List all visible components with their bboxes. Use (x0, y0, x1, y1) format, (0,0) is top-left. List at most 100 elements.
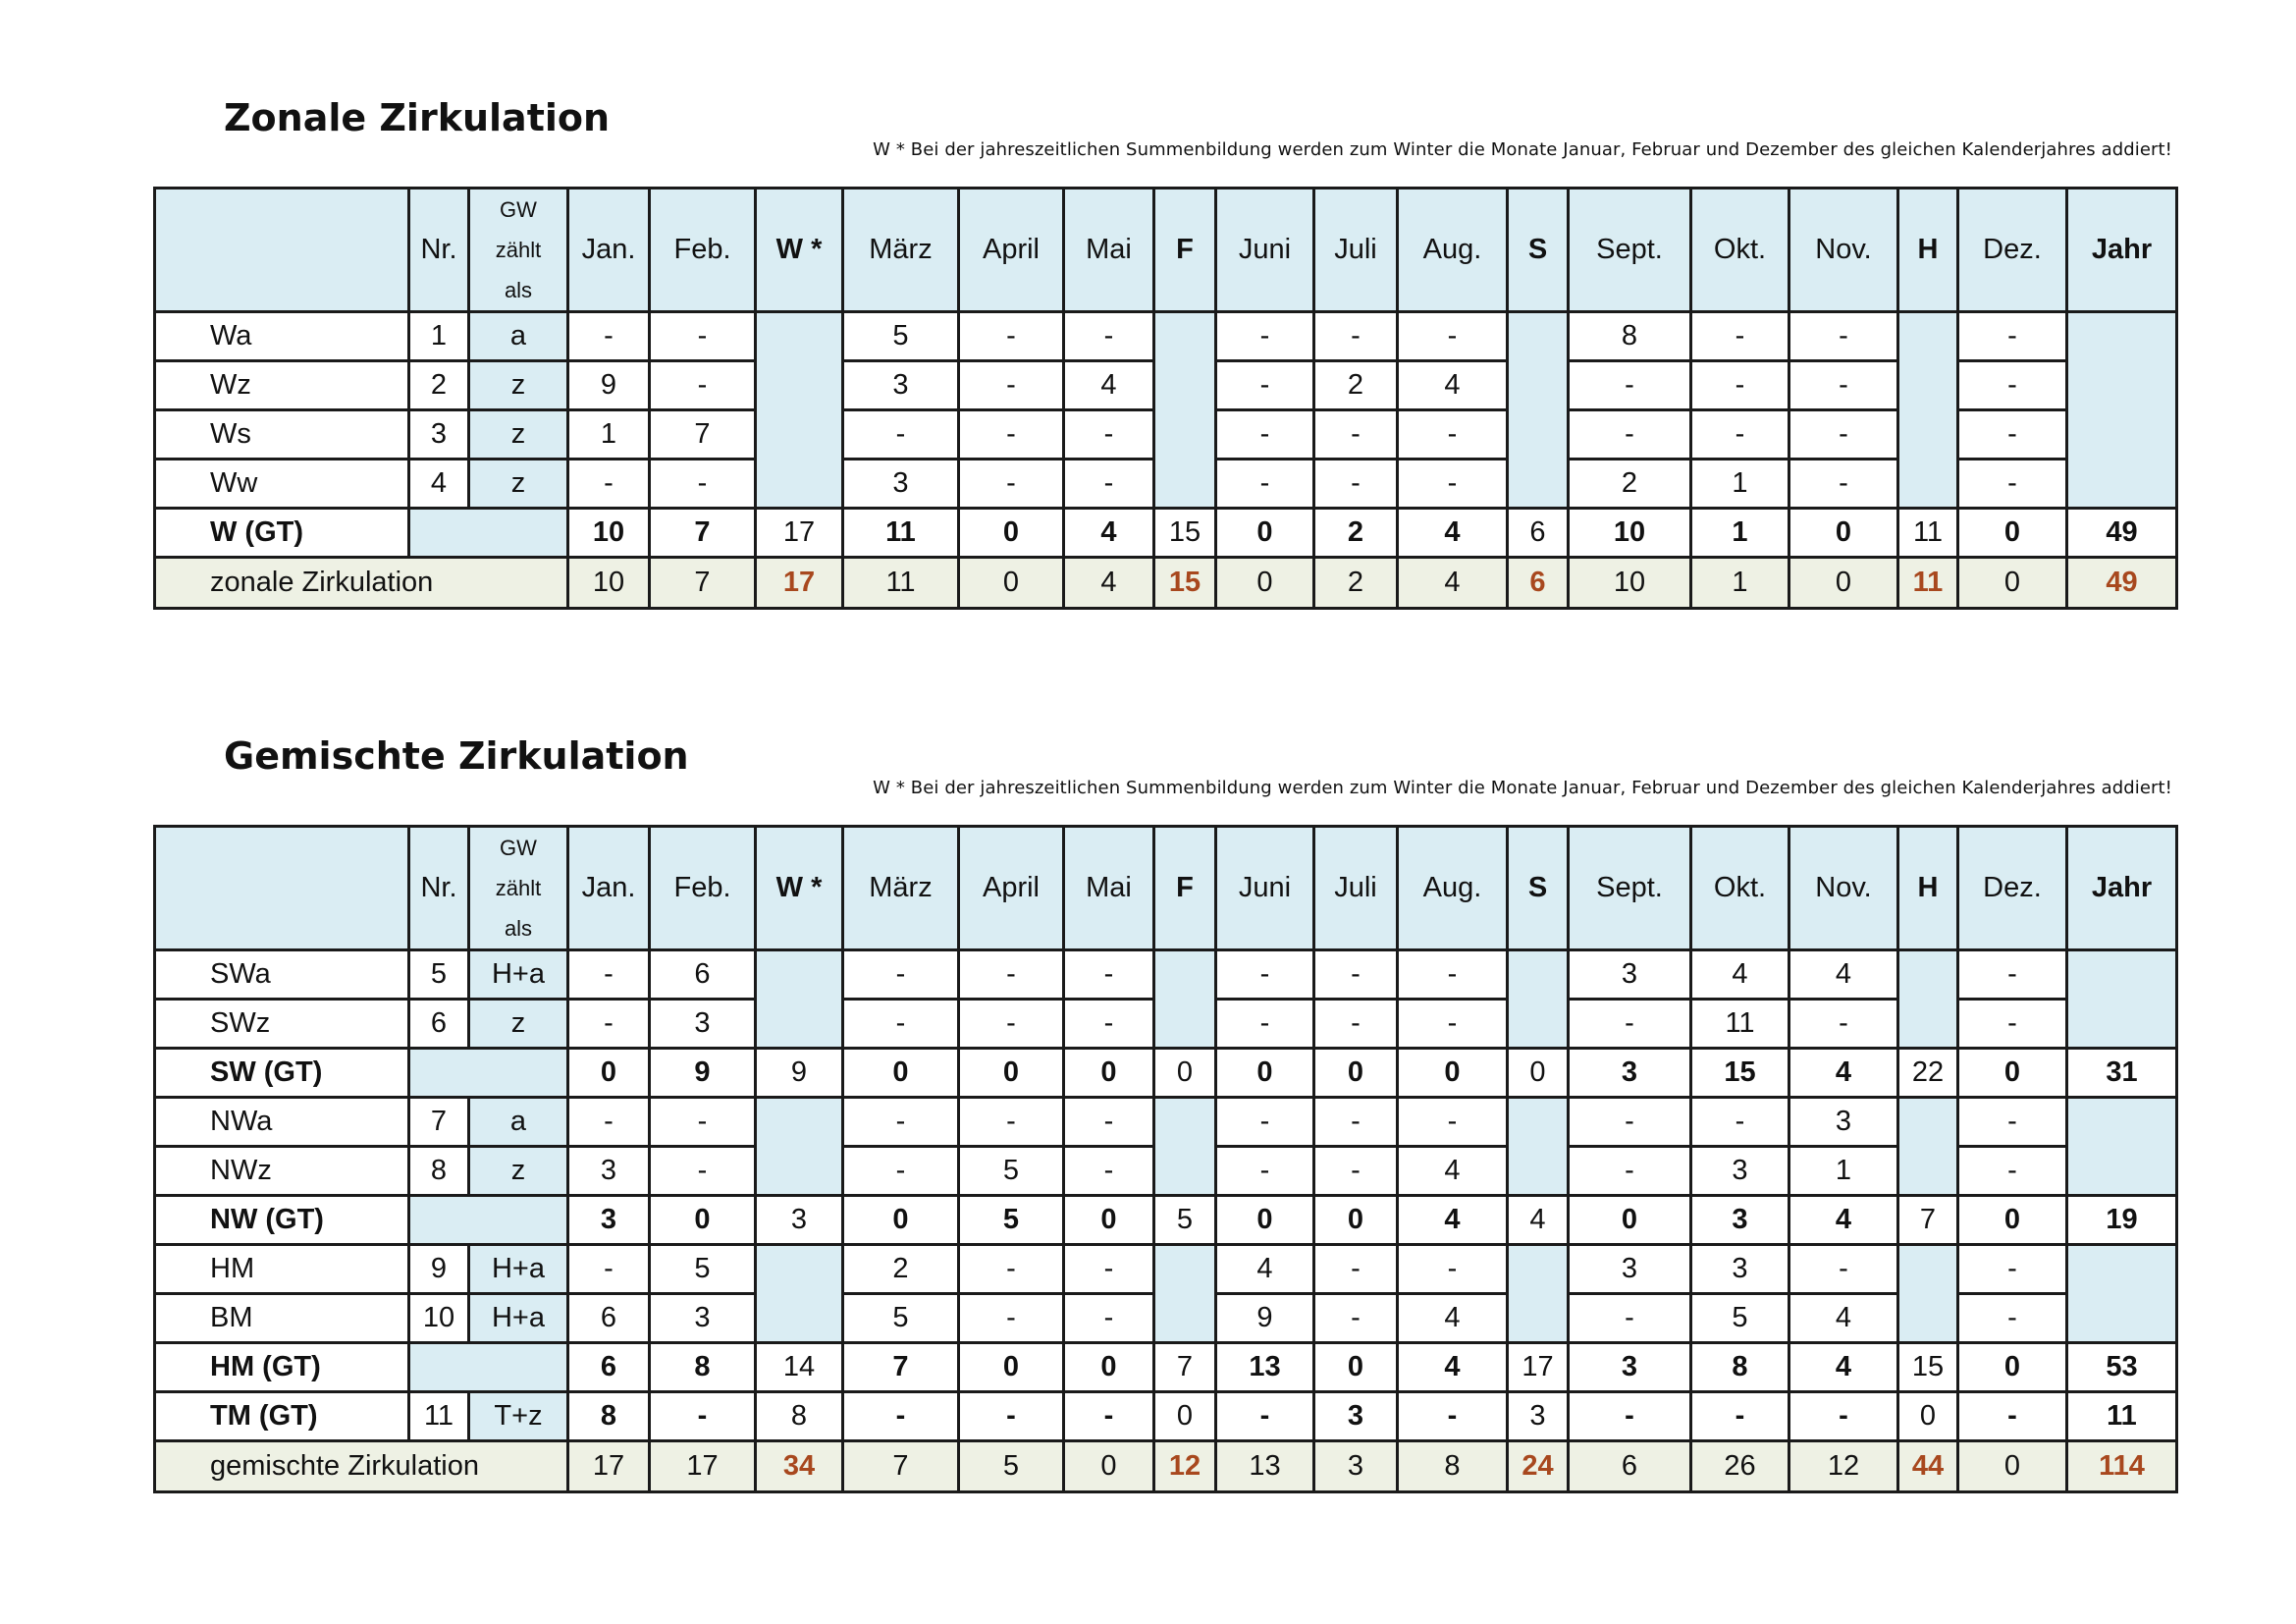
gt-cell: 7 (841, 1341, 960, 1393)
gt-season: 0 (1506, 1047, 1570, 1099)
gt-cell: - (1956, 1390, 2068, 1442)
row-label: Ws (153, 408, 410, 460)
table-row: Ww 4 z - - 3 - - - - - 2 1 - - (153, 458, 2177, 510)
cell: - (1396, 948, 1509, 1001)
gt-season: 14 (754, 1341, 844, 1393)
zonal-table: Nr. GW zählt als Jan. Feb. W * März April … (153, 187, 2178, 610)
cell: - (1567, 1096, 1692, 1148)
row-gw: T+z (467, 1390, 569, 1442)
row-nr: 8 (407, 1145, 470, 1197)
table-row: HM 9 H+a - 5 2 - - 4 - - 3 3 - - (153, 1243, 2178, 1344)
gt-cell: 3 (1689, 1194, 1790, 1246)
cell: - (1396, 1243, 1509, 1295)
total-season: 24 (1506, 1439, 1570, 1493)
header-month: Jan. (566, 825, 651, 951)
row-gw: z (467, 1145, 569, 1197)
cell: 3 (1567, 948, 1692, 1001)
cell: 3 (648, 998, 757, 1050)
cell: 4 (1396, 1145, 1509, 1197)
season-blank (1506, 948, 1570, 1050)
cell: - (1396, 998, 1509, 1050)
cell: - (648, 458, 757, 510)
cell: 3 (841, 359, 960, 411)
total-cell: 2 (1312, 556, 1399, 610)
gt-cell: 0 (841, 1194, 960, 1246)
total-season: 34 (754, 1439, 844, 1493)
cell: 4 (1788, 1292, 1899, 1344)
cell: - (1312, 1145, 1399, 1197)
gt-year: 31 (2065, 1047, 2178, 1099)
total-cell: 17 (566, 1439, 651, 1493)
total-year: 49 (2065, 556, 2178, 610)
header-season: W * (754, 825, 844, 951)
gt-cell: - (1788, 1390, 1899, 1442)
year-blank (2065, 310, 2178, 510)
cell: - (1567, 998, 1692, 1050)
row-nr: 9 (407, 1243, 470, 1295)
header-month: Okt. (1689, 187, 1790, 313)
header-month: Aug. (1396, 187, 1509, 313)
gt-cell: 0 (1062, 1194, 1155, 1246)
gt-cell: 3 (1312, 1390, 1399, 1442)
gt-cell: - (1062, 1390, 1155, 1442)
total-cell: 0 (1062, 1439, 1155, 1493)
total-cell: 8 (1396, 1439, 1509, 1493)
header-month: Aug. (1396, 825, 1509, 951)
cell: - (566, 998, 651, 1050)
cell: 5 (841, 1292, 960, 1344)
total-cell: 4 (1062, 556, 1155, 610)
row-label: SWa (153, 948, 410, 1001)
cell: - (841, 998, 960, 1050)
gt-season: 7 (1152, 1341, 1217, 1393)
header-season: H (1896, 825, 1959, 951)
cell: - (1788, 408, 1899, 460)
cell: 4 (1788, 948, 1899, 1001)
gt-blank (407, 507, 569, 559)
cell: - (1062, 1292, 1155, 1344)
cell: - (1788, 458, 1899, 510)
header-season: W * (754, 187, 844, 313)
row-label: Ww (153, 458, 410, 510)
total-season: 12 (1152, 1439, 1217, 1493)
mixed-note: W * Bei der jahreszeitlichen Summenbildu… (873, 778, 2172, 798)
cell: 4 (1396, 359, 1509, 411)
cell: - (1062, 408, 1155, 460)
gt-blank (407, 1194, 569, 1246)
season-blank (754, 1096, 844, 1197)
total-label: gemischte Zirkulation (153, 1439, 569, 1493)
cell: - (1312, 310, 1399, 362)
cell: - (1312, 1292, 1399, 1344)
gt-season: 6 (1506, 507, 1570, 559)
cell: - (1689, 310, 1790, 362)
row-nr: 2 (407, 359, 470, 411)
gt-blank (407, 1341, 569, 1393)
gt-cell: 0 (1312, 1341, 1399, 1393)
gt-cell: 3 (566, 1194, 651, 1246)
cell: 3 (1567, 1243, 1692, 1295)
gt-cell: - (1396, 1390, 1509, 1442)
cell: - (1396, 458, 1509, 510)
zonal-title: Zonale Zirkulation (224, 96, 611, 139)
season-blank (1896, 1096, 1959, 1197)
mixed-table: Nr. GW zählt als Jan. Feb. W * März April … (153, 825, 2178, 1493)
cell: 6 (648, 948, 757, 1001)
season-blank (754, 948, 844, 1050)
zonal-note: W * Bei der jahreszeitlichen Summenbildu… (873, 139, 2172, 160)
cell: 9 (1214, 1292, 1315, 1344)
gt-cell: 0 (1956, 1341, 2068, 1393)
header-month: Dez. (1956, 187, 2068, 313)
cell: 8 (1567, 310, 1692, 362)
total-cell: 0 (1214, 556, 1315, 610)
cell: - (1062, 948, 1155, 1001)
gt-label: NW (GT) (153, 1194, 410, 1246)
season-blank (1152, 1243, 1217, 1344)
header-season: F (1152, 187, 1217, 313)
cell: - (1396, 408, 1509, 460)
gt-cell: 8 (1689, 1341, 1790, 1393)
gt-cell: 0 (1062, 1047, 1155, 1099)
gt-label: SW (GT) (153, 1047, 410, 1099)
gt-cell: 0 (1062, 1341, 1155, 1393)
header-month: Juli (1312, 187, 1399, 313)
total-cell: 7 (648, 556, 757, 610)
gt-row: W (GT) 10 7 17 11 0 4 15 0 2 4 6 10 1 0 … (153, 507, 2178, 559)
